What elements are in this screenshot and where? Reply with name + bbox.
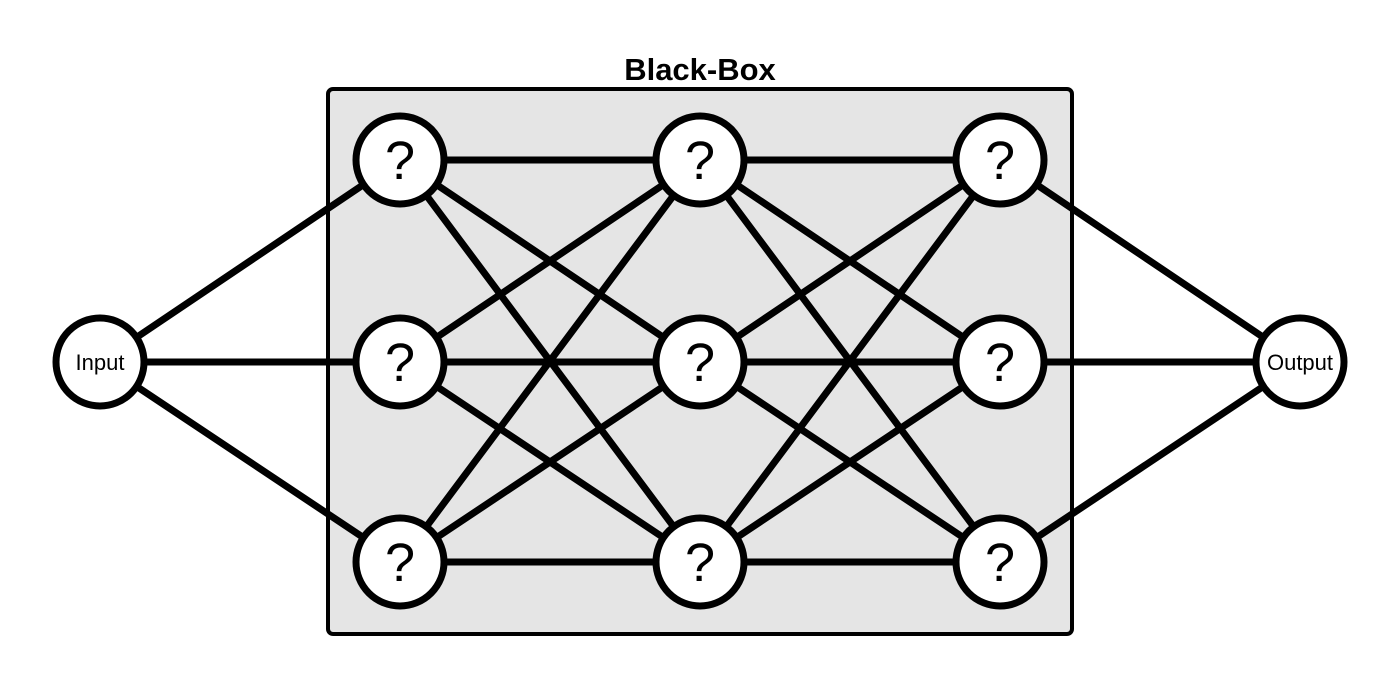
hidden-node-l3-n1-circle: [952, 112, 1048, 208]
input-node: Input: [52, 314, 148, 410]
edge-l1n3-to-l2n1: [396, 156, 704, 566]
hidden-node-l1-n2-circle: [352, 314, 448, 410]
input-node-circle: [52, 314, 148, 410]
hidden-node-l2-n3-circle: [652, 514, 748, 610]
output-node-label: Output: [1267, 350, 1333, 375]
hidden-node-l1-n1-label: ?: [385, 131, 415, 191]
hidden-node-l2-n2-label: ?: [685, 333, 715, 393]
output-node: Output: [1252, 314, 1348, 410]
connection-edges: [96, 156, 1304, 566]
hidden-node-l1-n2: ?: [352, 314, 448, 410]
hidden-node-l3-n2-circle: [952, 314, 1048, 410]
hidden-node-l3-n3-label: ?: [985, 533, 1015, 593]
edge-l2n3-to-l3n1: [696, 156, 1004, 566]
edge-input-to-l1-n1: [96, 156, 404, 366]
hidden-node-l2-n3: ?: [652, 514, 748, 610]
hidden-node-l2-n1-circle: [652, 112, 748, 208]
edge-l3-n3-to-output: [996, 358, 1304, 566]
hidden-node-l1-n3-label: ?: [385, 533, 415, 593]
hidden-node-l1-n3-circle: [352, 514, 448, 610]
edge-l3-n1-to-output: [996, 156, 1304, 366]
edge-l2n2-to-l3n1: [696, 156, 1004, 366]
hidden-node-l2-n1: ?: [652, 112, 748, 208]
hidden-node-l2-n2-circle: [652, 314, 748, 410]
hidden-node-l1-n1-circle: [352, 112, 448, 208]
hidden-node-l3-n3-circle: [952, 514, 1048, 610]
edge-l2n3-to-l3n2: [696, 358, 1004, 566]
hidden-node-l1-n2-label: ?: [385, 333, 415, 393]
hidden-node-l3-n2: ?: [952, 314, 1048, 410]
hidden-node-l2-n2: ?: [652, 314, 748, 410]
hidden-node-l1-n1: ?: [352, 112, 448, 208]
hidden-node-l2-n3-label: ?: [685, 533, 715, 593]
edge-l1n3-to-l2n2: [396, 358, 704, 566]
hidden-node-l1-n3: ?: [352, 514, 448, 610]
hidden-node-l3-n3: ?: [952, 514, 1048, 610]
hidden-node-l3-n1-label: ?: [985, 131, 1015, 191]
hidden-node-l3-n1: ?: [952, 112, 1048, 208]
edge-input-to-l1-n3: [96, 358, 404, 566]
hidden-node-l3-n2-label: ?: [985, 333, 1015, 393]
input-node-label: Input: [76, 350, 125, 375]
black-box-title: Black-Box: [624, 52, 776, 87]
output-node-circle: [1252, 314, 1348, 410]
network-nodes: Input Output?????????: [52, 112, 1348, 610]
edge-l1n2-to-l2n1: [396, 156, 704, 366]
hidden-node-l2-n1-label: ?: [685, 131, 715, 191]
